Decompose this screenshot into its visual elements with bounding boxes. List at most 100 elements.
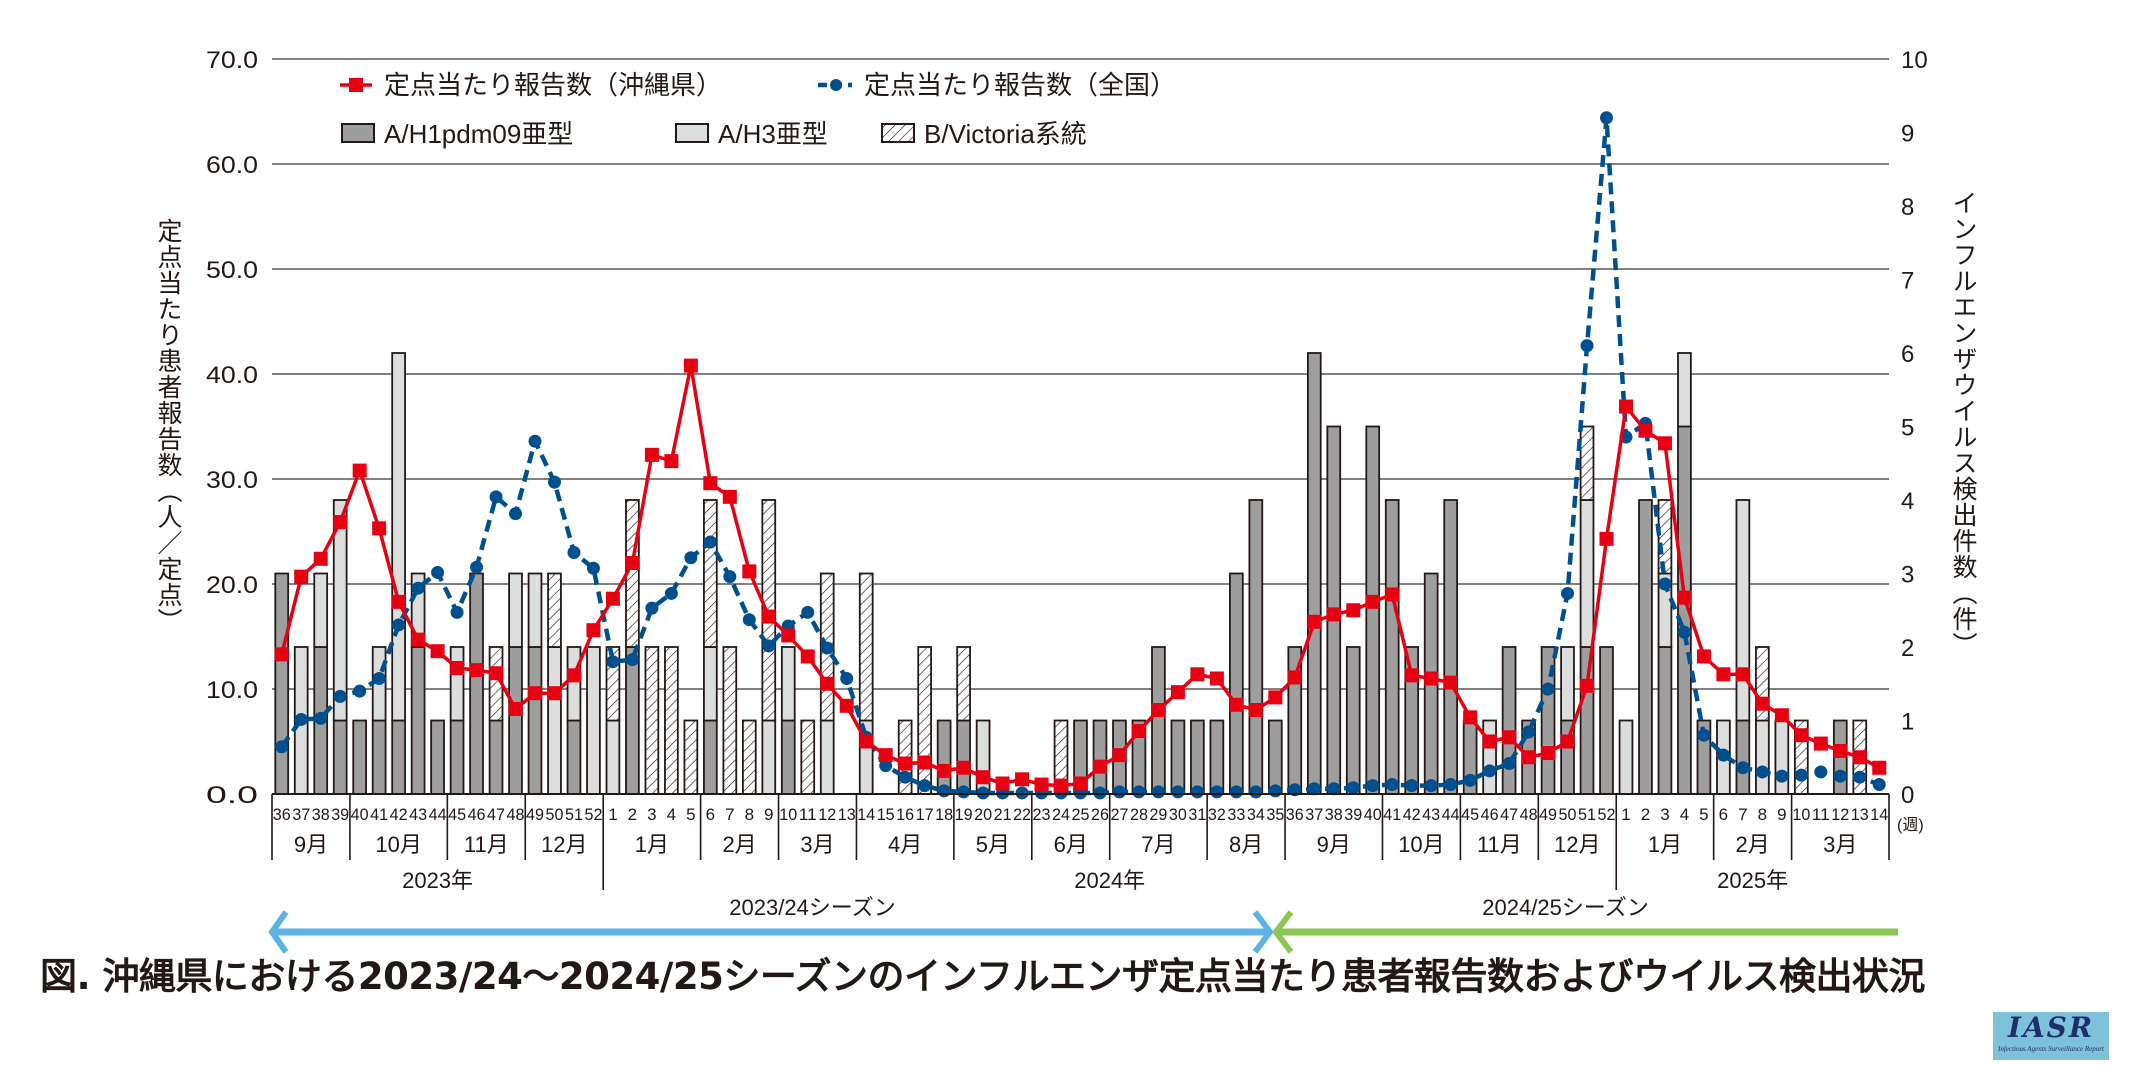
week-tick-label: 40 [351, 805, 369, 824]
point-okinawa [800, 649, 815, 664]
point-okinawa [1190, 667, 1205, 682]
bar-h1pdm09 [1345, 646, 1361, 795]
iasr-logo: IASR Infectious Agents Surveillance Repo… [1993, 1012, 2109, 1060]
month-label: 4月 [888, 832, 922, 857]
y-tick-label-right: 9 [1901, 121, 1914, 148]
legend-label: A/H3亜型 [718, 119, 828, 149]
x-axis: 36 37 38 39 40 41 42 43 44 45 46 47 48 49 50 51 52 1 2 3 4 5 6… [271, 793, 1924, 893]
point-national [509, 507, 523, 521]
week-tick-label: 12 [818, 805, 836, 824]
point-okinawa [1580, 678, 1595, 693]
bar-h3 [1755, 719, 1770, 795]
point-national [489, 490, 503, 504]
bar-b-victoria [741, 719, 757, 795]
bar-h3 [761, 719, 777, 795]
month-label: 3月 [1823, 832, 1857, 857]
y-tick-label-right: 8 [1901, 194, 1914, 221]
week-tick-label: 1 [1621, 805, 1630, 824]
bar-h1pdm09 [1599, 646, 1614, 795]
bar-h3 [819, 719, 835, 795]
month-label: 7月 [1141, 832, 1175, 857]
bar-b-victoria [703, 499, 718, 648]
week-tick-label: 38 [312, 805, 330, 824]
month-label: 9月 [1317, 832, 1351, 857]
y-tick-label-right: 7 [1901, 268, 1914, 295]
month-label: 1月 [1648, 832, 1682, 857]
point-national [1833, 769, 1847, 783]
bar-h3 [1579, 499, 1595, 648]
point-national [1405, 779, 1419, 793]
week-tick-label: 37 [292, 805, 310, 824]
week-tick-label: 47 [1500, 805, 1518, 824]
month-label: 12月 [1554, 832, 1600, 857]
point-national [1600, 111, 1614, 125]
y-tick-label-right: 3 [1901, 562, 1914, 589]
point-okinawa [1774, 708, 1789, 723]
week-tick-label: 44 [1442, 805, 1460, 824]
week-tick-label: 20 [974, 805, 992, 824]
point-okinawa [586, 623, 601, 638]
bar-h3 [703, 646, 718, 722]
week-tick-label: 11 [799, 805, 817, 824]
point-okinawa [1638, 423, 1653, 438]
bar-b-victoria [1657, 499, 1673, 575]
point-okinawa [644, 447, 659, 462]
bar-h3 [586, 646, 601, 795]
point-okinawa [1482, 734, 1497, 749]
bar-h1pdm09 [1638, 499, 1653, 795]
y-tick-label-right: 2 [1901, 635, 1914, 662]
point-okinawa [274, 647, 289, 662]
bar-b-victoria [644, 646, 660, 795]
bar-h1pdm09 [1092, 719, 1108, 795]
legend-h3-swatch [675, 123, 709, 143]
week-tick-label: 37 [1305, 805, 1323, 824]
point-okinawa [1424, 671, 1439, 686]
week-tick-label: 7 [725, 805, 734, 824]
point-national [1307, 782, 1321, 796]
bar-h1pdm09 [1501, 646, 1517, 795]
week-tick-label: 52 [1598, 805, 1616, 824]
point-okinawa [1365, 594, 1380, 609]
week-tick-label: 26 [1091, 805, 1109, 824]
point-okinawa [1794, 728, 1809, 743]
week-tick-label: 36 [273, 805, 291, 824]
week-tick-label: 16 [896, 805, 914, 824]
point-national [586, 561, 600, 575]
point-national [470, 560, 484, 574]
point-okinawa [839, 698, 854, 713]
point-okinawa [898, 756, 913, 771]
point-national [625, 653, 639, 667]
point-national [1190, 785, 1204, 799]
week-tick-label: 6 [706, 805, 715, 824]
point-national [1775, 769, 1789, 783]
point-national [742, 613, 756, 627]
point-okinawa [703, 476, 718, 491]
point-national [1151, 785, 1165, 799]
point-national [294, 712, 308, 726]
week-tick-label: 48 [1520, 805, 1538, 824]
point-national [703, 535, 717, 549]
point-okinawa [1268, 690, 1283, 705]
week-tick-label: 23 [1033, 805, 1051, 824]
week-tick-label: 42 [1403, 805, 1421, 824]
point-okinawa [781, 628, 796, 643]
bar-h3 [1618, 719, 1634, 795]
month-label: 10月 [375, 832, 421, 857]
bar-h1pdm09 [936, 719, 952, 795]
week-tick-label: 51 [1578, 805, 1596, 824]
bar-h1pdm09 [780, 719, 796, 795]
y-axis-right-ticks: 0 1 2 3 4 5 6 7 8 9 10 [1901, 47, 1928, 809]
year-label: 2024年 [1074, 868, 1145, 893]
point-okinawa [1463, 710, 1478, 725]
season-arrowhead-right [1252, 910, 1274, 954]
week-tick-label: 14 [1870, 805, 1888, 824]
point-okinawa [333, 515, 348, 530]
bar-h3 [1677, 352, 1692, 428]
week-tick-label: 33 [1227, 805, 1245, 824]
point-okinawa [1696, 649, 1711, 664]
bar-h3 [508, 572, 523, 648]
week-tick-label: 7 [1738, 805, 1747, 824]
point-okinawa [313, 551, 328, 566]
week-tick-label: 50 [545, 805, 563, 824]
bar-h3 [780, 646, 796, 722]
